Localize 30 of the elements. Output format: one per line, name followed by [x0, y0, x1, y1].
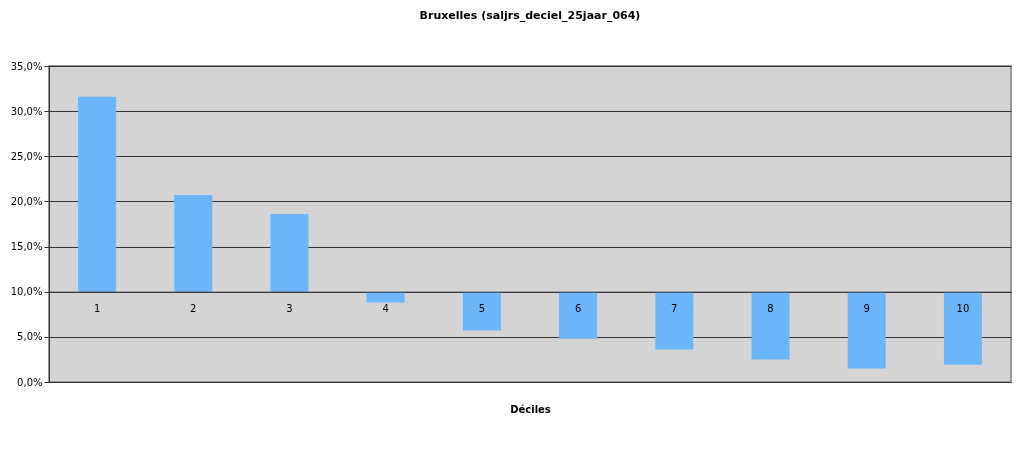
- x-tick-label: 1: [93, 303, 101, 315]
- bar: [751, 291, 790, 360]
- bar: [847, 291, 886, 369]
- y-tick-label: 25,0%: [10, 150, 43, 162]
- bar: [270, 214, 309, 292]
- x-axis-title: Déciles: [510, 403, 551, 415]
- y-tick-label: 20,0%: [10, 195, 43, 207]
- bar: [655, 291, 694, 350]
- x-tick-label: 5: [478, 303, 486, 315]
- y-tick-label: 0,0%: [17, 376, 43, 388]
- x-tick-label: 4: [382, 303, 389, 315]
- y-tick-label: 30,0%: [10, 105, 43, 117]
- x-tick-label: 2: [190, 303, 197, 315]
- x-tick-label: 10: [956, 303, 970, 315]
- x-tick-label: 3: [286, 303, 293, 315]
- bar: [78, 96, 117, 292]
- bar: [174, 195, 213, 292]
- y-tick-label: 5,0%: [17, 331, 43, 343]
- y-tick-label: 10,0%: [10, 286, 43, 298]
- x-tick-label: 8: [767, 303, 774, 315]
- x-tick-label: 7: [671, 303, 678, 315]
- bar: [943, 291, 982, 365]
- bar: [559, 291, 598, 339]
- bar: [366, 291, 405, 303]
- x-tick-label: 9: [863, 303, 870, 315]
- x-tick-label: 6: [574, 303, 582, 315]
- bar: [462, 291, 501, 331]
- chart-title: Bruxelles (saljrs_deciel_25jaar_064): [419, 9, 641, 22]
- y-tick-label: 35,0%: [10, 60, 43, 72]
- y-tick-label: 15,0%: [10, 241, 43, 253]
